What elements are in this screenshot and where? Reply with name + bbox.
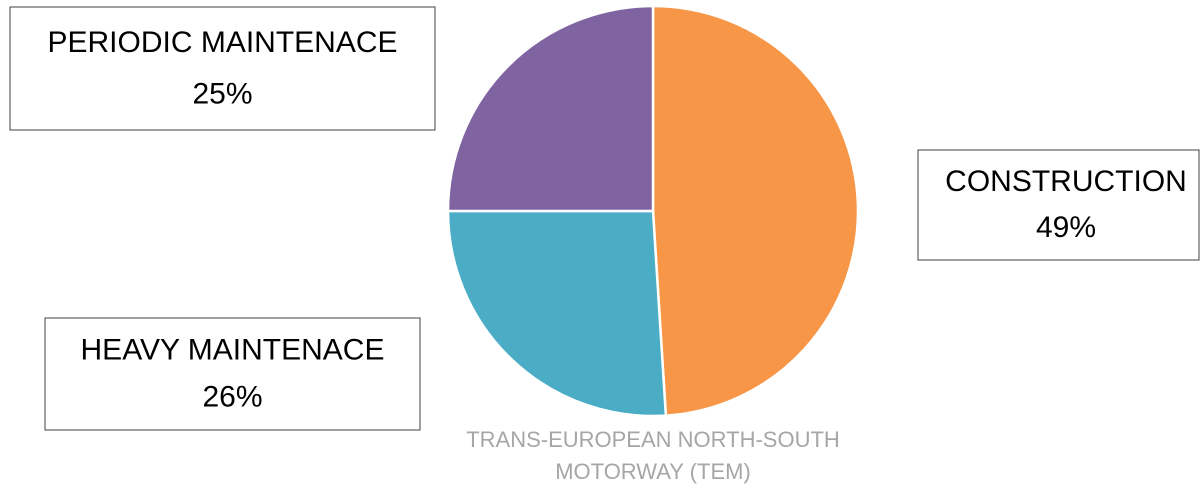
value-label: 25%: [192, 77, 252, 110]
category-label: PERIODIC MAINTENACE: [47, 26, 397, 59]
label-box: [44, 317, 421, 431]
pie-slice: [651, 4, 860, 417]
pie-slice: [446, 209, 668, 418]
pie-slice: [446, 4, 655, 213]
label-box: [9, 6, 436, 131]
value-label: 49%: [1036, 211, 1096, 244]
label-box: [917, 149, 1200, 261]
category-label: CONSTRUCTION: [945, 165, 1187, 198]
chart-title: TRANS-EUROPEAN NORTH-SOUTH MOTORWAY (TEM…: [466, 427, 840, 484]
value-label: 26%: [202, 381, 262, 414]
category-label: HEAVY MAINTENACE: [81, 334, 385, 367]
